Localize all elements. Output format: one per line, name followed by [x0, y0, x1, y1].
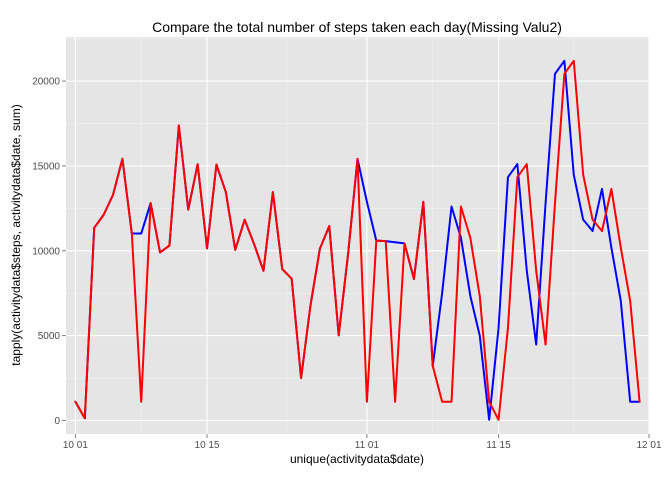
y-axis: 0 5000 10000 15000 20000: [32, 77, 66, 427]
x-axis-title: unique(activitydata$date): [290, 452, 424, 466]
y-tick-label: 20000: [32, 77, 60, 88]
minor-gridlines: [66, 37, 649, 434]
series-line-2: [74, 59, 641, 421]
y-tick-label: 0: [54, 416, 60, 427]
x-tick-label: 11 15: [486, 440, 511, 451]
x-tick-label: 12 01: [636, 440, 661, 451]
y-tick-label: 5000: [38, 331, 61, 342]
chart-title: Compare the total number of steps taken …: [152, 19, 562, 35]
y-tick-label: 10000: [32, 246, 60, 257]
y-axis-title: tapply(activitydata$steps, activitydata$…: [9, 104, 23, 365]
x-axis: 10 01 10 15 11 01 11 15 12 01: [63, 434, 662, 451]
x-tick-label: 10 15: [195, 440, 220, 451]
x-tick-label: 11 01: [355, 440, 380, 451]
plot-panel: [66, 37, 649, 434]
y-tick-label: 15000: [32, 161, 60, 172]
x-tick-label: 10 01: [63, 440, 88, 451]
series-layer: [74, 59, 641, 421]
